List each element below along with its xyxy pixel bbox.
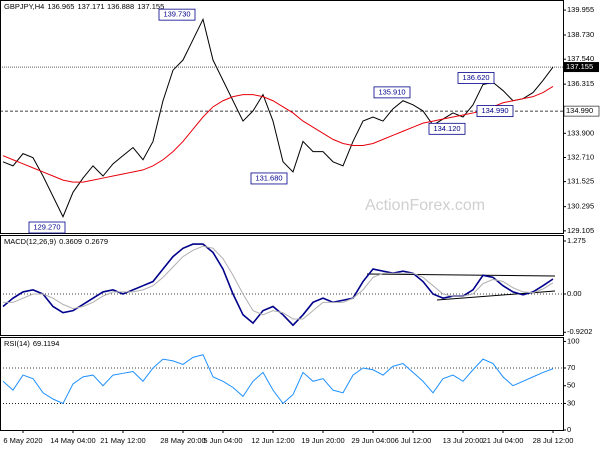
annotation-label: 129.270: [33, 222, 60, 231]
rsi-panel: [0, 337, 564, 431]
y-tick-label: 50: [567, 381, 575, 390]
panel-title-text: GBPJPY,H4: [4, 2, 44, 11]
series-line: [2, 354, 554, 405]
ohlc-value: 137.171: [77, 2, 104, 11]
x-tick-label: 28 Jul 12:00: [533, 436, 574, 445]
x-tick-label: 6 Jul 12:00: [395, 436, 432, 445]
annotation-label: 136.620: [462, 73, 489, 82]
y-tick-label: 139.955: [567, 5, 594, 14]
price-tag-label: 137.155: [566, 62, 593, 71]
annotation-label: 131.680: [255, 173, 282, 182]
annotation-box: [457, 72, 495, 84]
y-tick-label: 137.540: [567, 54, 594, 63]
series-line: [2, 17, 554, 218]
x-tick-label: 28 May 20:00: [160, 436, 205, 445]
annotation-box: [250, 172, 288, 185]
macd-panel: [0, 235, 564, 336]
annotation-box: [28, 221, 66, 234]
y-tick-label: 0.00: [567, 289, 582, 298]
panel-title: RSI(14) 69.1194: [4, 339, 59, 348]
level-tag: [563, 105, 600, 117]
y-tick-label: 30: [567, 398, 575, 407]
indicator-value: 0.2679: [85, 237, 108, 246]
ohlc-value: 136.888: [107, 2, 134, 11]
annotation-label: 139.730: [163, 10, 190, 19]
y-tick-label: 70: [567, 363, 575, 372]
y-tick-label: 0: [567, 425, 571, 434]
panel-title-text: MACD(12,26,9): [4, 237, 57, 246]
annotation-box: [428, 122, 466, 135]
y-tick-label: 1.275: [567, 236, 586, 245]
y-tick-label: 129.105: [567, 226, 594, 235]
panel-title: MACD(12,26,9) 0.3609 0.2679: [4, 237, 108, 246]
series-line: [2, 243, 554, 327]
x-tick-label: 29 Jun 04:00: [351, 436, 394, 445]
annotation-label: 134.990: [481, 106, 508, 115]
watermark: ActionForex.com: [365, 197, 485, 214]
panel-title-text: RSI(14): [4, 339, 30, 348]
ohlc-value: 137.155: [137, 2, 164, 11]
y-tick-label: 130.295: [567, 202, 594, 211]
x-tick-label: 14 May 04:00: [50, 436, 95, 445]
x-tick-label: 12 Jun 12:00: [251, 436, 294, 445]
y-tick-label: 133.900: [567, 128, 594, 137]
series-line: [2, 86, 554, 183]
indicator-value: 69.1194: [33, 339, 60, 348]
ohlc-value: 136.965: [47, 2, 74, 11]
series-line: [3, 245, 554, 320]
x-tick-label: 21 Jul 04:00: [483, 436, 524, 445]
annotation-box: [373, 86, 411, 99]
annotation-box: [158, 8, 196, 21]
x-tick-label: 21 May 12:00: [100, 436, 145, 445]
x-tick-label: 6 May 2020: [3, 436, 42, 445]
annotation-label: 134.120: [433, 124, 460, 133]
y-tick-label: 132.710: [567, 152, 594, 161]
y-tick-label: 100: [567, 336, 580, 345]
annotation-box: [476, 105, 514, 118]
annotation-label: 135.910: [378, 87, 405, 96]
x-tick-label: 13 Jul 20:00: [443, 436, 484, 445]
y-tick-label: 136.315: [567, 79, 594, 88]
y-tick-label: -0.9202: [567, 327, 592, 336]
indicator-value: 0.3609: [59, 237, 82, 246]
price-tag: [564, 62, 599, 73]
y-tick-label: 138.730: [567, 30, 594, 39]
panel-title: GBPJPY,H4 136.965 137.171 136.888 137.155: [4, 2, 164, 11]
x-tick-label: 5 Jun 04:00: [203, 436, 242, 445]
macd-trendline: [436, 290, 556, 301]
level-tag-label: 134.990: [566, 106, 593, 115]
x-tick-label: 19 Jun 20:00: [301, 436, 344, 445]
price-panel: [0, 0, 564, 234]
y-tick-label: 131.525: [567, 177, 594, 186]
macd-trendline: [366, 273, 556, 277]
